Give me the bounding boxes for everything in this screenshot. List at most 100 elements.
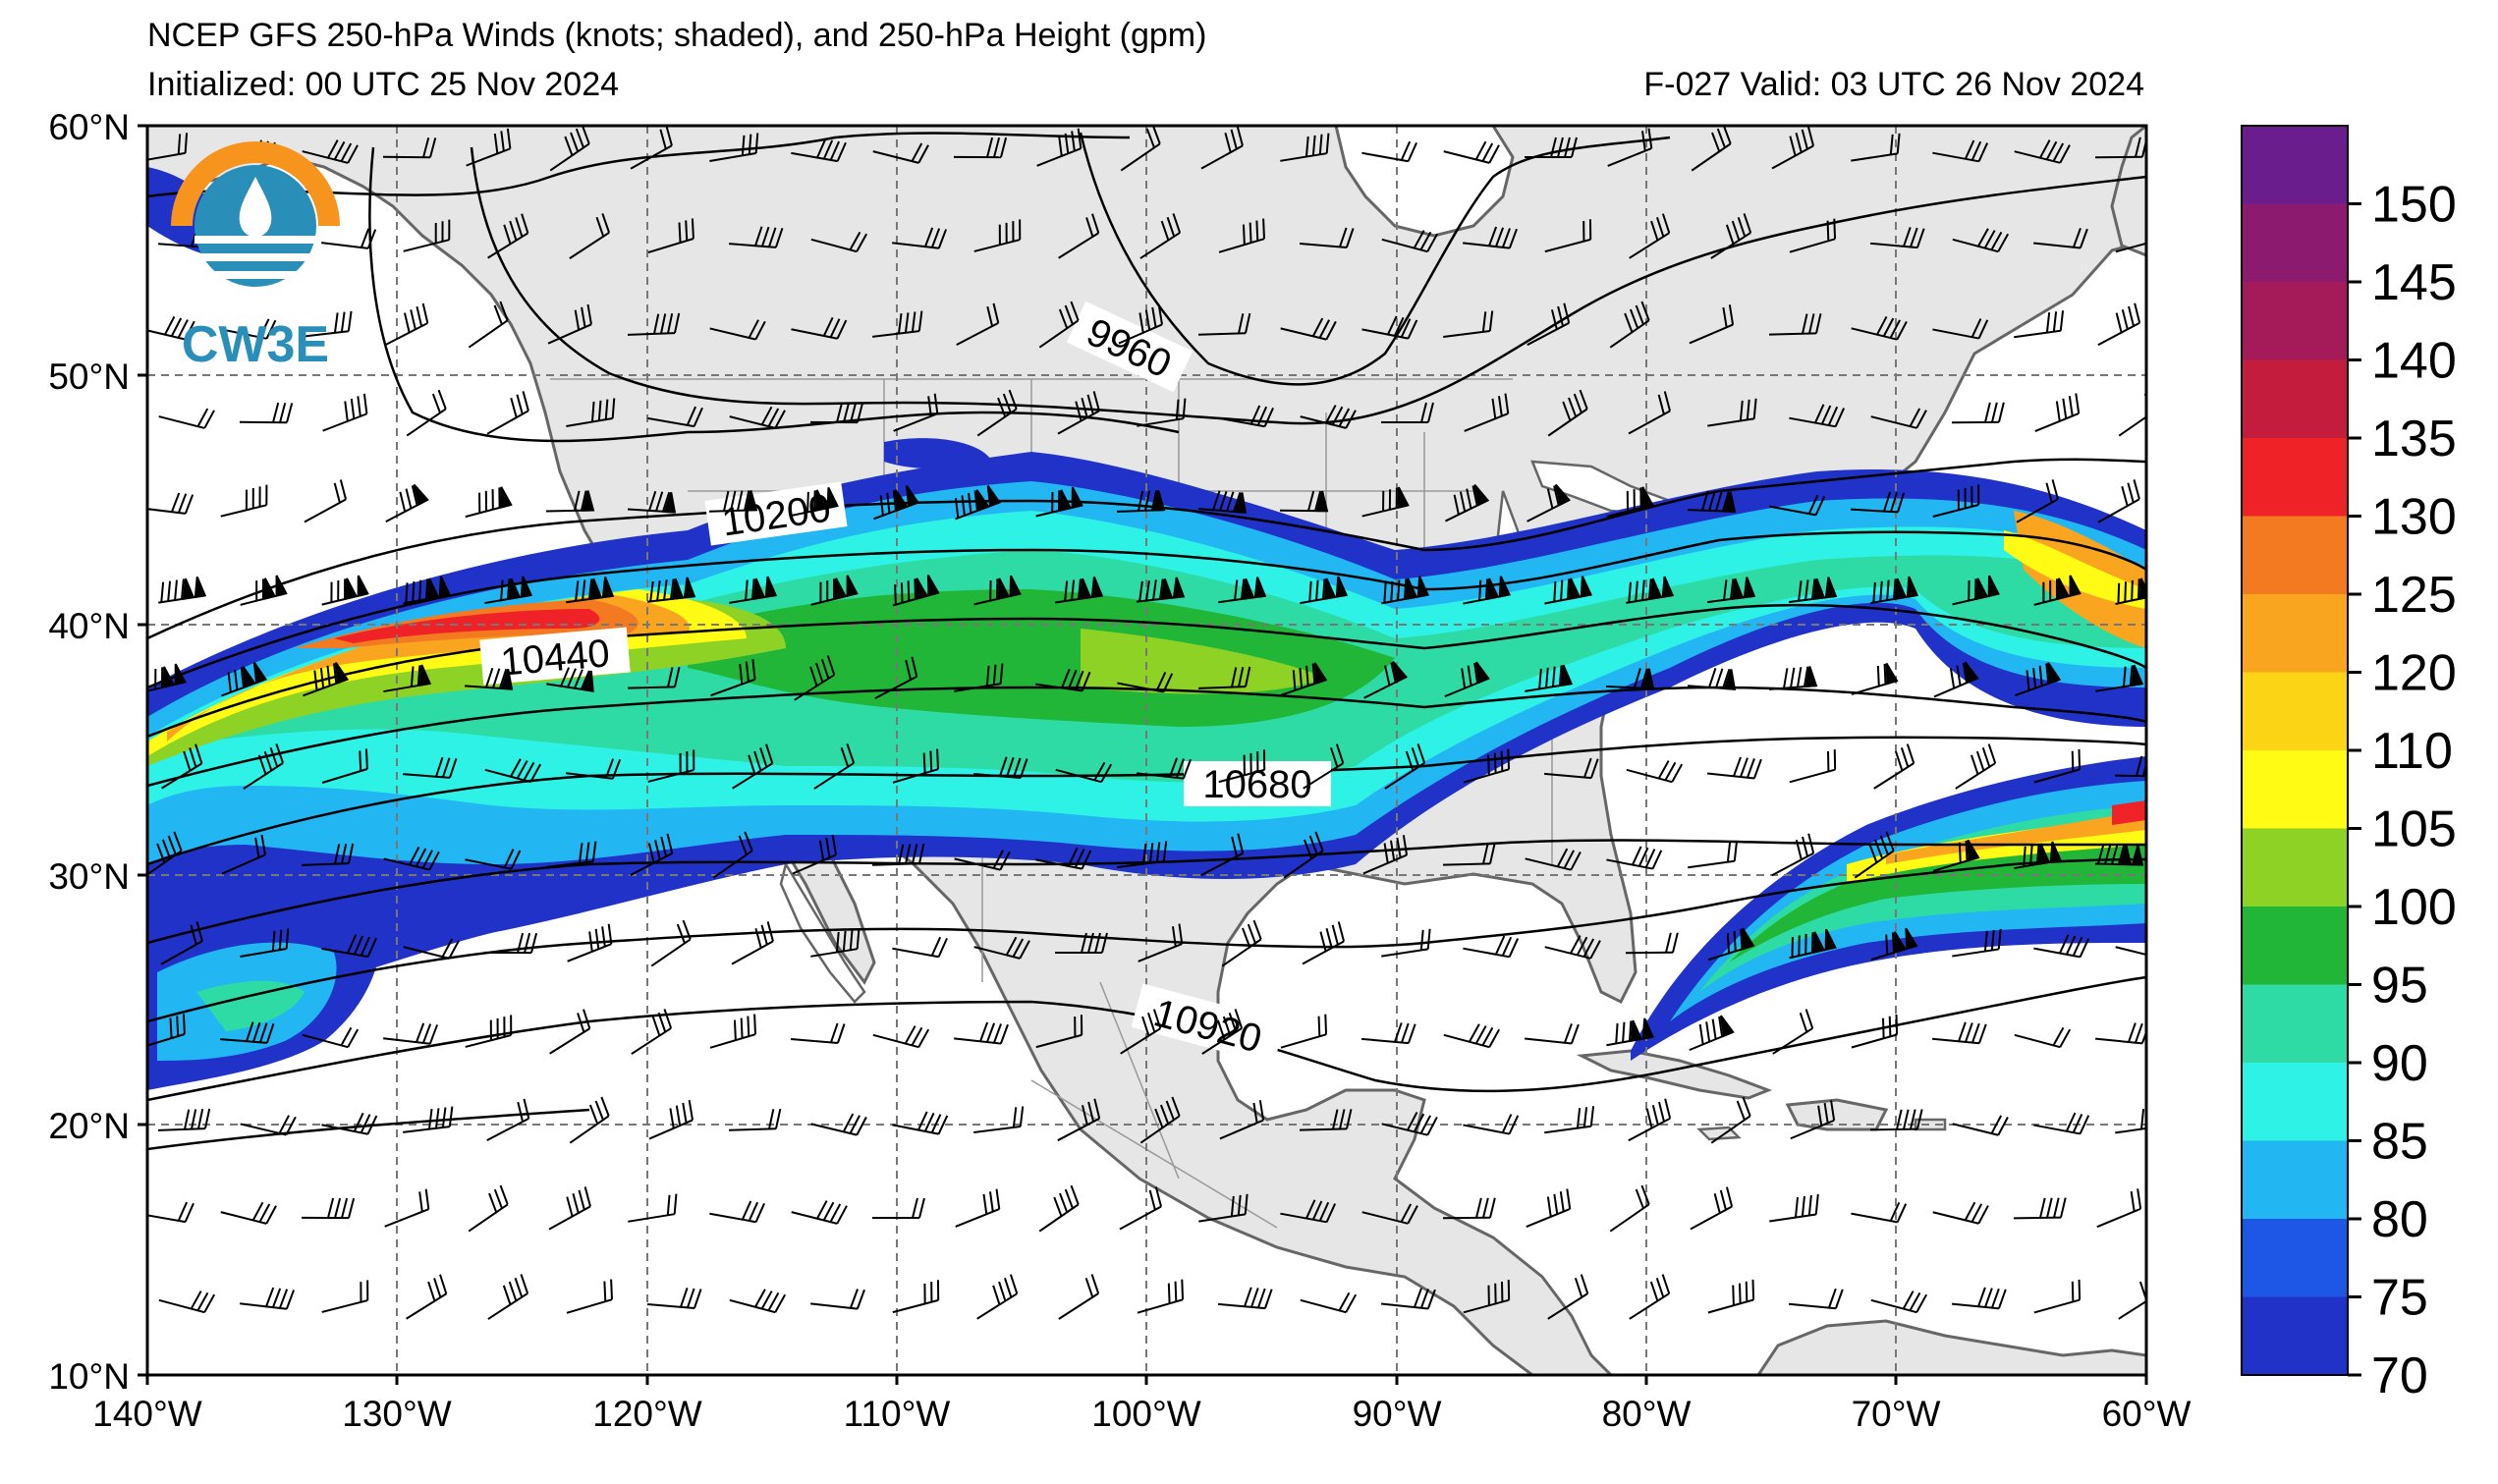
lat-label: 50°N xyxy=(48,357,130,397)
wind-barb xyxy=(810,1113,867,1136)
wind-barb xyxy=(1201,1009,1244,1055)
height-contours xyxy=(147,132,2146,1151)
colorbar-swatch xyxy=(2242,1296,2348,1376)
chart-title: NCEP GFS 250-hPa Winds (knots; shaded), … xyxy=(147,17,1207,54)
wind-barb xyxy=(872,142,929,164)
wind-barb xyxy=(406,389,447,437)
longitude-labels: 140°W 130°W 120°W 110°W 100°W 90°W 80°W … xyxy=(92,1394,2191,1434)
wind-barb xyxy=(630,126,673,170)
wind-barb xyxy=(1279,490,1329,513)
wind-barb xyxy=(1851,662,1899,695)
wind-barb xyxy=(384,1188,430,1228)
wind-barb xyxy=(1628,1098,1672,1142)
wind-barb xyxy=(1055,761,1113,784)
wind-barb xyxy=(161,743,203,790)
wind-barb xyxy=(1035,486,1083,518)
wind-barb xyxy=(302,310,353,338)
lat-label: 20°N xyxy=(48,1106,130,1146)
lat-label: 10°N xyxy=(48,1356,130,1397)
wind-barb xyxy=(1138,923,1184,962)
wind-barb xyxy=(871,1197,925,1220)
wind-barb xyxy=(2096,1188,2142,1229)
wind-barb xyxy=(1932,318,1989,340)
wind-barb xyxy=(1197,666,1251,689)
wind-barb xyxy=(954,1021,1009,1045)
wind-barb xyxy=(791,1200,848,1225)
wind-barb xyxy=(1870,927,1918,962)
colorbar-swatch xyxy=(2242,516,2348,595)
wind-barb xyxy=(321,1280,369,1313)
wind-barb xyxy=(1789,1288,1844,1310)
contour-labels: 9960 10200 10440 10680 10920 xyxy=(479,301,1331,1066)
wind-barb xyxy=(486,1098,530,1141)
wind-barb xyxy=(1952,1287,2007,1310)
wind-barb xyxy=(732,743,774,790)
wind-barb xyxy=(240,1287,296,1310)
wind-barb xyxy=(403,576,452,605)
wind-barb xyxy=(1198,1193,1249,1223)
wind-barb xyxy=(303,662,350,697)
wind-barb xyxy=(240,928,290,958)
wind-barb xyxy=(1464,393,1510,432)
wind-barb xyxy=(627,490,677,514)
wind-barb xyxy=(1606,486,1654,519)
lat-label: 60°N xyxy=(48,107,130,147)
wind-barb xyxy=(809,402,864,424)
wind-barb xyxy=(1036,128,1082,167)
wind-barb xyxy=(1137,577,1186,603)
wind-barb xyxy=(147,1201,194,1224)
wind-barb xyxy=(731,921,774,965)
wind-barb xyxy=(1932,484,1980,518)
wind-barb xyxy=(647,218,694,253)
colorbar-label: 105 xyxy=(2371,801,2457,858)
wind-barb xyxy=(1219,1100,1265,1140)
wind-barb xyxy=(791,487,839,517)
wind-barb xyxy=(566,577,615,604)
wind-barb xyxy=(545,490,595,513)
colorbar-label: 75 xyxy=(2371,1270,2428,1327)
colorbar-swatch xyxy=(2242,282,2348,360)
wind-barb xyxy=(1544,576,1593,605)
wind-barb xyxy=(1283,831,1324,879)
wind-barb xyxy=(1951,402,2005,424)
wind-barb xyxy=(1363,660,1409,699)
wind-barb xyxy=(976,1274,1019,1320)
colorbar-label: 140 xyxy=(2371,333,2457,390)
wind-barb xyxy=(1280,1014,1328,1049)
wind-barb xyxy=(219,1021,275,1044)
wind-barb xyxy=(147,663,187,694)
colorbar-label: 110 xyxy=(2371,723,2453,780)
wind-barb xyxy=(2014,1026,2072,1049)
wind-barbs xyxy=(147,126,2146,1320)
wind-barb xyxy=(1054,932,1108,955)
wind-barb xyxy=(158,576,207,604)
wind-barb xyxy=(710,659,756,697)
wind-barb xyxy=(1120,1009,1162,1055)
wind-barb xyxy=(1710,1096,1751,1144)
wind-barb xyxy=(1789,404,1846,428)
wind-barb xyxy=(1119,1186,1163,1231)
wind-barb xyxy=(956,302,1000,346)
wind-barb xyxy=(1771,126,1815,170)
lon-label: 80°W xyxy=(1602,1394,1692,1434)
wind-barb xyxy=(2033,748,2082,784)
wind-barb xyxy=(2034,393,2081,432)
wind-barb xyxy=(147,133,189,163)
wind-barb xyxy=(813,743,856,790)
wind-barb xyxy=(566,398,616,427)
wind-barb xyxy=(810,231,868,253)
wind-barb xyxy=(1952,928,2002,958)
wind-barb xyxy=(383,1022,439,1045)
wind-barb xyxy=(1139,1096,1181,1144)
lat-label: 30°N xyxy=(48,856,130,897)
wind-barb xyxy=(729,406,786,429)
wind-barb xyxy=(1955,743,1997,790)
wind-barb xyxy=(973,575,1022,606)
wind-barb xyxy=(973,936,1030,960)
wind-barb xyxy=(1361,1022,1416,1045)
droplet-icon xyxy=(239,177,272,238)
colorbar-label: 70 xyxy=(2371,1347,2428,1404)
wind-barb xyxy=(147,831,183,879)
wind-barb xyxy=(810,1289,865,1310)
wind-barb xyxy=(147,315,195,341)
